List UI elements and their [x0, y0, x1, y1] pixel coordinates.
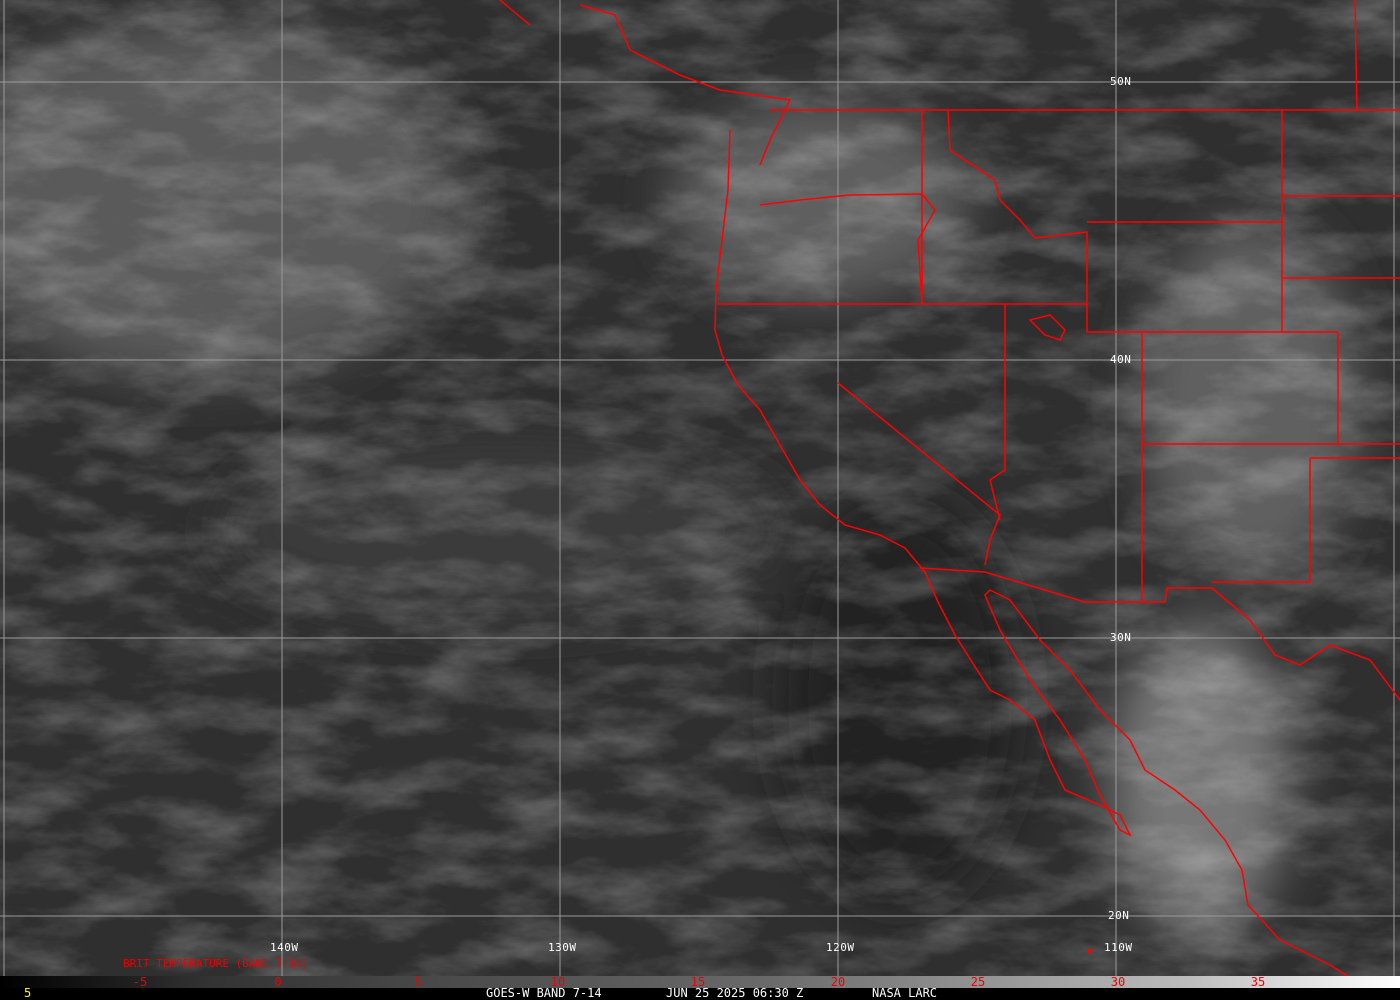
- colorbar-tick: 35: [1250, 975, 1266, 989]
- us-canada-border: [770, 0, 1400, 111]
- footer-bar: [0, 988, 1400, 1000]
- lat-label-30n: 30N: [1110, 631, 1132, 644]
- colorbar-tick: 15: [690, 975, 706, 989]
- lon-label-130w: 130W: [548, 941, 577, 954]
- colorbar-tick: 5: [414, 975, 422, 989]
- frame-number: 5: [24, 986, 32, 1000]
- great-salt-lake: [1028, 314, 1066, 341]
- source-label: NASA LARC: [872, 986, 938, 1000]
- wa-or-border: [759, 193, 923, 206]
- lon-label-110w: 110W: [1104, 941, 1133, 954]
- colorbar-tick: 30: [1110, 975, 1126, 989]
- california-nevada-border: [837, 304, 1006, 566]
- mexico-border: [919, 567, 1400, 701]
- cloud-texture: [0, 0, 1400, 976]
- idaho-borders: [917, 109, 1088, 305]
- lon-label-140w: 140W: [270, 941, 299, 954]
- colorbar: [0, 976, 1400, 988]
- datetime-label: JUN 25 2025 06:30 Z: [666, 986, 804, 1000]
- lat-label-50n: 50N: [1110, 75, 1132, 88]
- colorbar-tick: 20: [830, 975, 846, 989]
- interior-state-borders: [1086, 110, 1400, 602]
- colorbar-tick: 10: [550, 975, 566, 989]
- colorbar-tick: -5: [132, 975, 148, 989]
- colorbar-tick: 25: [970, 975, 986, 989]
- lon-label-120w: 120W: [826, 941, 855, 954]
- colorbar-title: BRIT TEMPERATURE (BAND 7-14): [123, 957, 309, 970]
- red-marker: [1088, 949, 1092, 953]
- coastline: [499, 0, 1371, 991]
- product-label: GOES-W BAND 7-14: [486, 986, 602, 1000]
- lat-label-20n: 20N: [1108, 909, 1130, 922]
- political-borders: [499, 0, 1400, 991]
- lat-label-40n: 40N: [1110, 353, 1132, 366]
- colorbar-tick: 0: [274, 975, 282, 989]
